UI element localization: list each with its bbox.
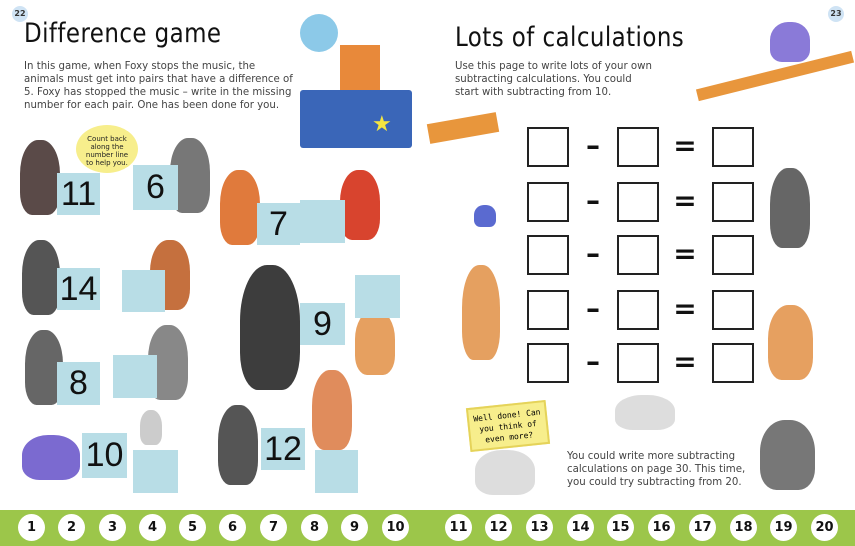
hedgehog-illustration [355, 310, 395, 375]
number-line-circle: 18 [730, 514, 757, 541]
mole-illustration-3 [770, 168, 810, 248]
bird-illustration [474, 205, 496, 227]
calc-box-result[interactable] [712, 127, 754, 167]
number-card: 12 [261, 428, 305, 470]
minus-sign: – [586, 237, 600, 270]
minus-sign: – [586, 129, 600, 162]
number-line-circle: 6 [219, 514, 246, 541]
calc-box-result[interactable] [712, 290, 754, 330]
answer-card-empty[interactable] [355, 275, 400, 318]
bear-illustration [240, 265, 300, 390]
number-line-band [0, 510, 855, 546]
calc-box-result[interactable] [712, 182, 754, 222]
number-line-circle: 7 [260, 514, 287, 541]
calc-box-a[interactable] [527, 235, 569, 275]
number-line-circle: 12 [485, 514, 512, 541]
number-line-circle: 14 [567, 514, 594, 541]
calc-box-result[interactable] [712, 343, 754, 383]
hint-bubble: Count back along the number line to help… [76, 125, 138, 173]
number-line-circle: 2 [58, 514, 85, 541]
number-line-circle: 8 [301, 514, 328, 541]
calc-box-b[interactable] [617, 290, 659, 330]
number-card: 14 [57, 268, 100, 310]
calc-box-a[interactable] [527, 182, 569, 222]
mice-sign-illustration [475, 450, 535, 495]
disco-ball-icon [300, 14, 338, 52]
calc-box-a[interactable] [527, 343, 569, 383]
number-line-circle: 9 [341, 514, 368, 541]
number-line-circle: 15 [607, 514, 634, 541]
number-line-circle: 11 [445, 514, 472, 541]
minus-sign: – [586, 292, 600, 325]
answer-card-empty[interactable] [133, 450, 178, 493]
rabbit-illustration [312, 370, 352, 450]
fox-illustration [220, 170, 260, 245]
calc-box-b[interactable] [617, 182, 659, 222]
raccoon-illustration-3 [760, 420, 815, 490]
squirrel-illustration [340, 170, 380, 240]
hedgehog-illustration-2 [768, 305, 813, 380]
number-card: 11 [57, 173, 100, 215]
well-done-sign: Well done! Can you think of even more? [465, 399, 551, 453]
mice-illustration [615, 395, 675, 430]
number-line-circle: 1 [18, 514, 45, 541]
footer-text: You could write more subtracting calcula… [567, 451, 746, 488]
number-card: 10 [82, 433, 127, 478]
number-line-circle: 19 [770, 514, 797, 541]
rabbit-illustration-2 [462, 265, 500, 360]
number-line-circle: 3 [99, 514, 126, 541]
calc-box-a[interactable] [527, 290, 569, 330]
branch-illustration-2 [426, 112, 500, 144]
answer-card-empty[interactable] [315, 450, 358, 493]
mouse-illustration [140, 410, 162, 445]
number-line-circle: 10 [382, 514, 409, 541]
mole-illustration [20, 140, 60, 215]
fox-dj-illustration [340, 45, 380, 95]
calc-box-result[interactable] [712, 235, 754, 275]
number-line-circle: 20 [811, 514, 838, 541]
answer-card-empty[interactable] [122, 270, 165, 312]
answer-card-empty[interactable] [113, 355, 157, 398]
raccoon-illustration-2 [25, 330, 63, 405]
badger-illustration [22, 240, 60, 315]
mole-illustration-2 [218, 405, 258, 485]
equals-sign: = [673, 345, 697, 378]
equals-sign: = [673, 129, 697, 162]
intro-right: Use this page to write lots of your own … [455, 61, 652, 98]
calc-box-b[interactable] [617, 235, 659, 275]
number-line-circle: 16 [648, 514, 675, 541]
page-number-left: 22 [12, 6, 28, 22]
equals-sign: = [673, 184, 697, 217]
number-line-circle: 13 [526, 514, 553, 541]
calc-box-b[interactable] [617, 127, 659, 167]
calc-box-a[interactable] [527, 127, 569, 167]
number-line-circle: 5 [179, 514, 206, 541]
equals-sign: = [673, 237, 697, 270]
number-card: 6 [133, 165, 178, 210]
minus-sign: – [586, 184, 600, 217]
equals-sign: = [673, 292, 697, 325]
page-title-right: Lots of calculations [455, 22, 685, 53]
number-card: 9 [300, 303, 345, 345]
minus-sign: – [586, 345, 600, 378]
number-line-circle: 17 [689, 514, 716, 541]
owl-illustration-2 [770, 22, 810, 62]
owl-illustration [22, 435, 80, 480]
dj-deck-illustration [300, 90, 412, 148]
number-card: 8 [57, 362, 100, 405]
page-title-left: Difference game [24, 18, 222, 49]
answer-card-empty[interactable] [300, 200, 345, 243]
intro-left: In this game, when Foxy stops the music,… [24, 61, 293, 111]
number-line-circle: 4 [139, 514, 166, 541]
number-card: 7 [257, 203, 300, 245]
calc-box-b[interactable] [617, 343, 659, 383]
page-number-right: 23 [828, 6, 844, 22]
star-icon: ★ [372, 112, 392, 137]
